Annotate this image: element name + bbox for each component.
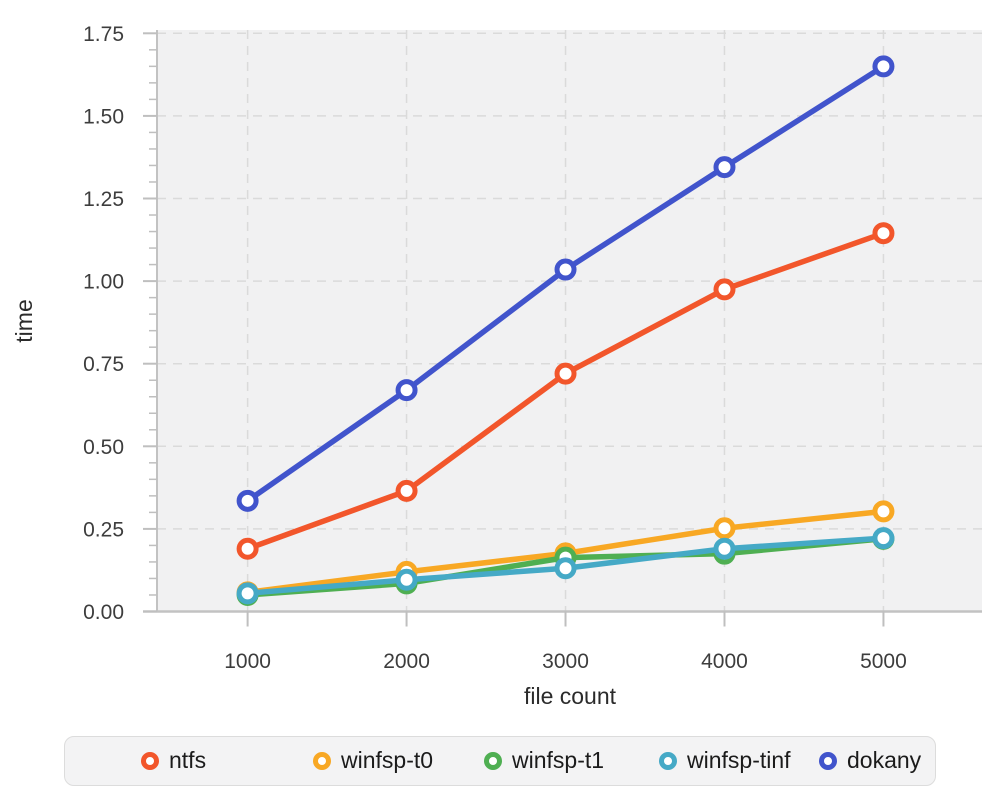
legend-label-dokany: dokany [847,747,922,773]
legend-item-ntfs[interactable]: ntfs [141,737,206,784]
data-point-winfsp-t0 [872,500,895,523]
data-point-winfsp-tinf [236,582,259,605]
y-tick-label: 0.50 [83,436,124,459]
data-point-dokany [554,258,577,281]
legend-marker-winfsp-t0-icon [313,751,331,770]
legend-label-ntfs: ntfs [169,747,207,773]
data-point-dokany [872,55,895,78]
y-tick-label: 0.00 [83,601,124,624]
legend-item-winfsp-tinf[interactable]: winfsp-tinf [659,737,791,784]
x-tick-label: 4000 [701,650,748,673]
y-tick-label: 1.75 [83,23,124,46]
legend: ntfs winfsp-t0 winfsp-t1 winfsp-tinf dok… [64,736,936,786]
y-tick-label: 0.25 [83,518,124,541]
legend-item-winfsp-t0[interactable]: winfsp-t0 [313,737,433,784]
line-chart: 0.00 0.25 0.50 0.75 1.00 1.25 1.50 1.75 1000 2000… [11,23,982,709]
x-axis-title: file count [524,683,617,709]
legend-marker-ntfs-icon [141,751,159,770]
legend-marker-winfsp-tinf-icon [659,751,677,770]
y-tick-label: 1.25 [83,188,124,211]
x-tick-label: 2000 [383,650,430,673]
data-point-winfsp-tinf [713,537,736,560]
data-point-winfsp-tinf [554,557,577,580]
y-axis-title: time [11,299,37,342]
legend-marker-dokany-icon [819,751,837,770]
y-tick-label: 0.75 [83,353,124,376]
x-tick-label: 5000 [860,650,907,673]
data-point-dokany [236,489,259,512]
data-point-ntfs [713,278,736,301]
legend-label-winfsp-tinf: winfsp-tinf [687,747,791,773]
data-point-winfsp-tinf [395,568,418,591]
legend-marker-winfsp-t1-icon [484,751,502,770]
x-tick-label: 3000 [542,650,589,673]
plot-background [157,30,982,612]
data-point-winfsp-t0 [713,517,736,540]
data-point-dokany [395,379,418,402]
legend-item-winfsp-t1[interactable]: winfsp-t1 [484,737,604,784]
legend-item-dokany[interactable]: dokany [819,737,921,784]
data-point-ntfs [554,362,577,385]
x-tick-label: 1000 [224,650,271,673]
data-point-ntfs [395,479,418,502]
data-point-ntfs [236,537,259,560]
data-point-winfsp-tinf [872,527,895,550]
data-point-ntfs [872,222,895,245]
legend-label-winfsp-t0: winfsp-t0 [341,747,434,773]
data-point-dokany [713,156,736,179]
legend-label-winfsp-t1: winfsp-t1 [512,747,605,773]
y-tick-label: 1.50 [83,105,124,128]
y-tick-label: 1.00 [83,271,124,294]
